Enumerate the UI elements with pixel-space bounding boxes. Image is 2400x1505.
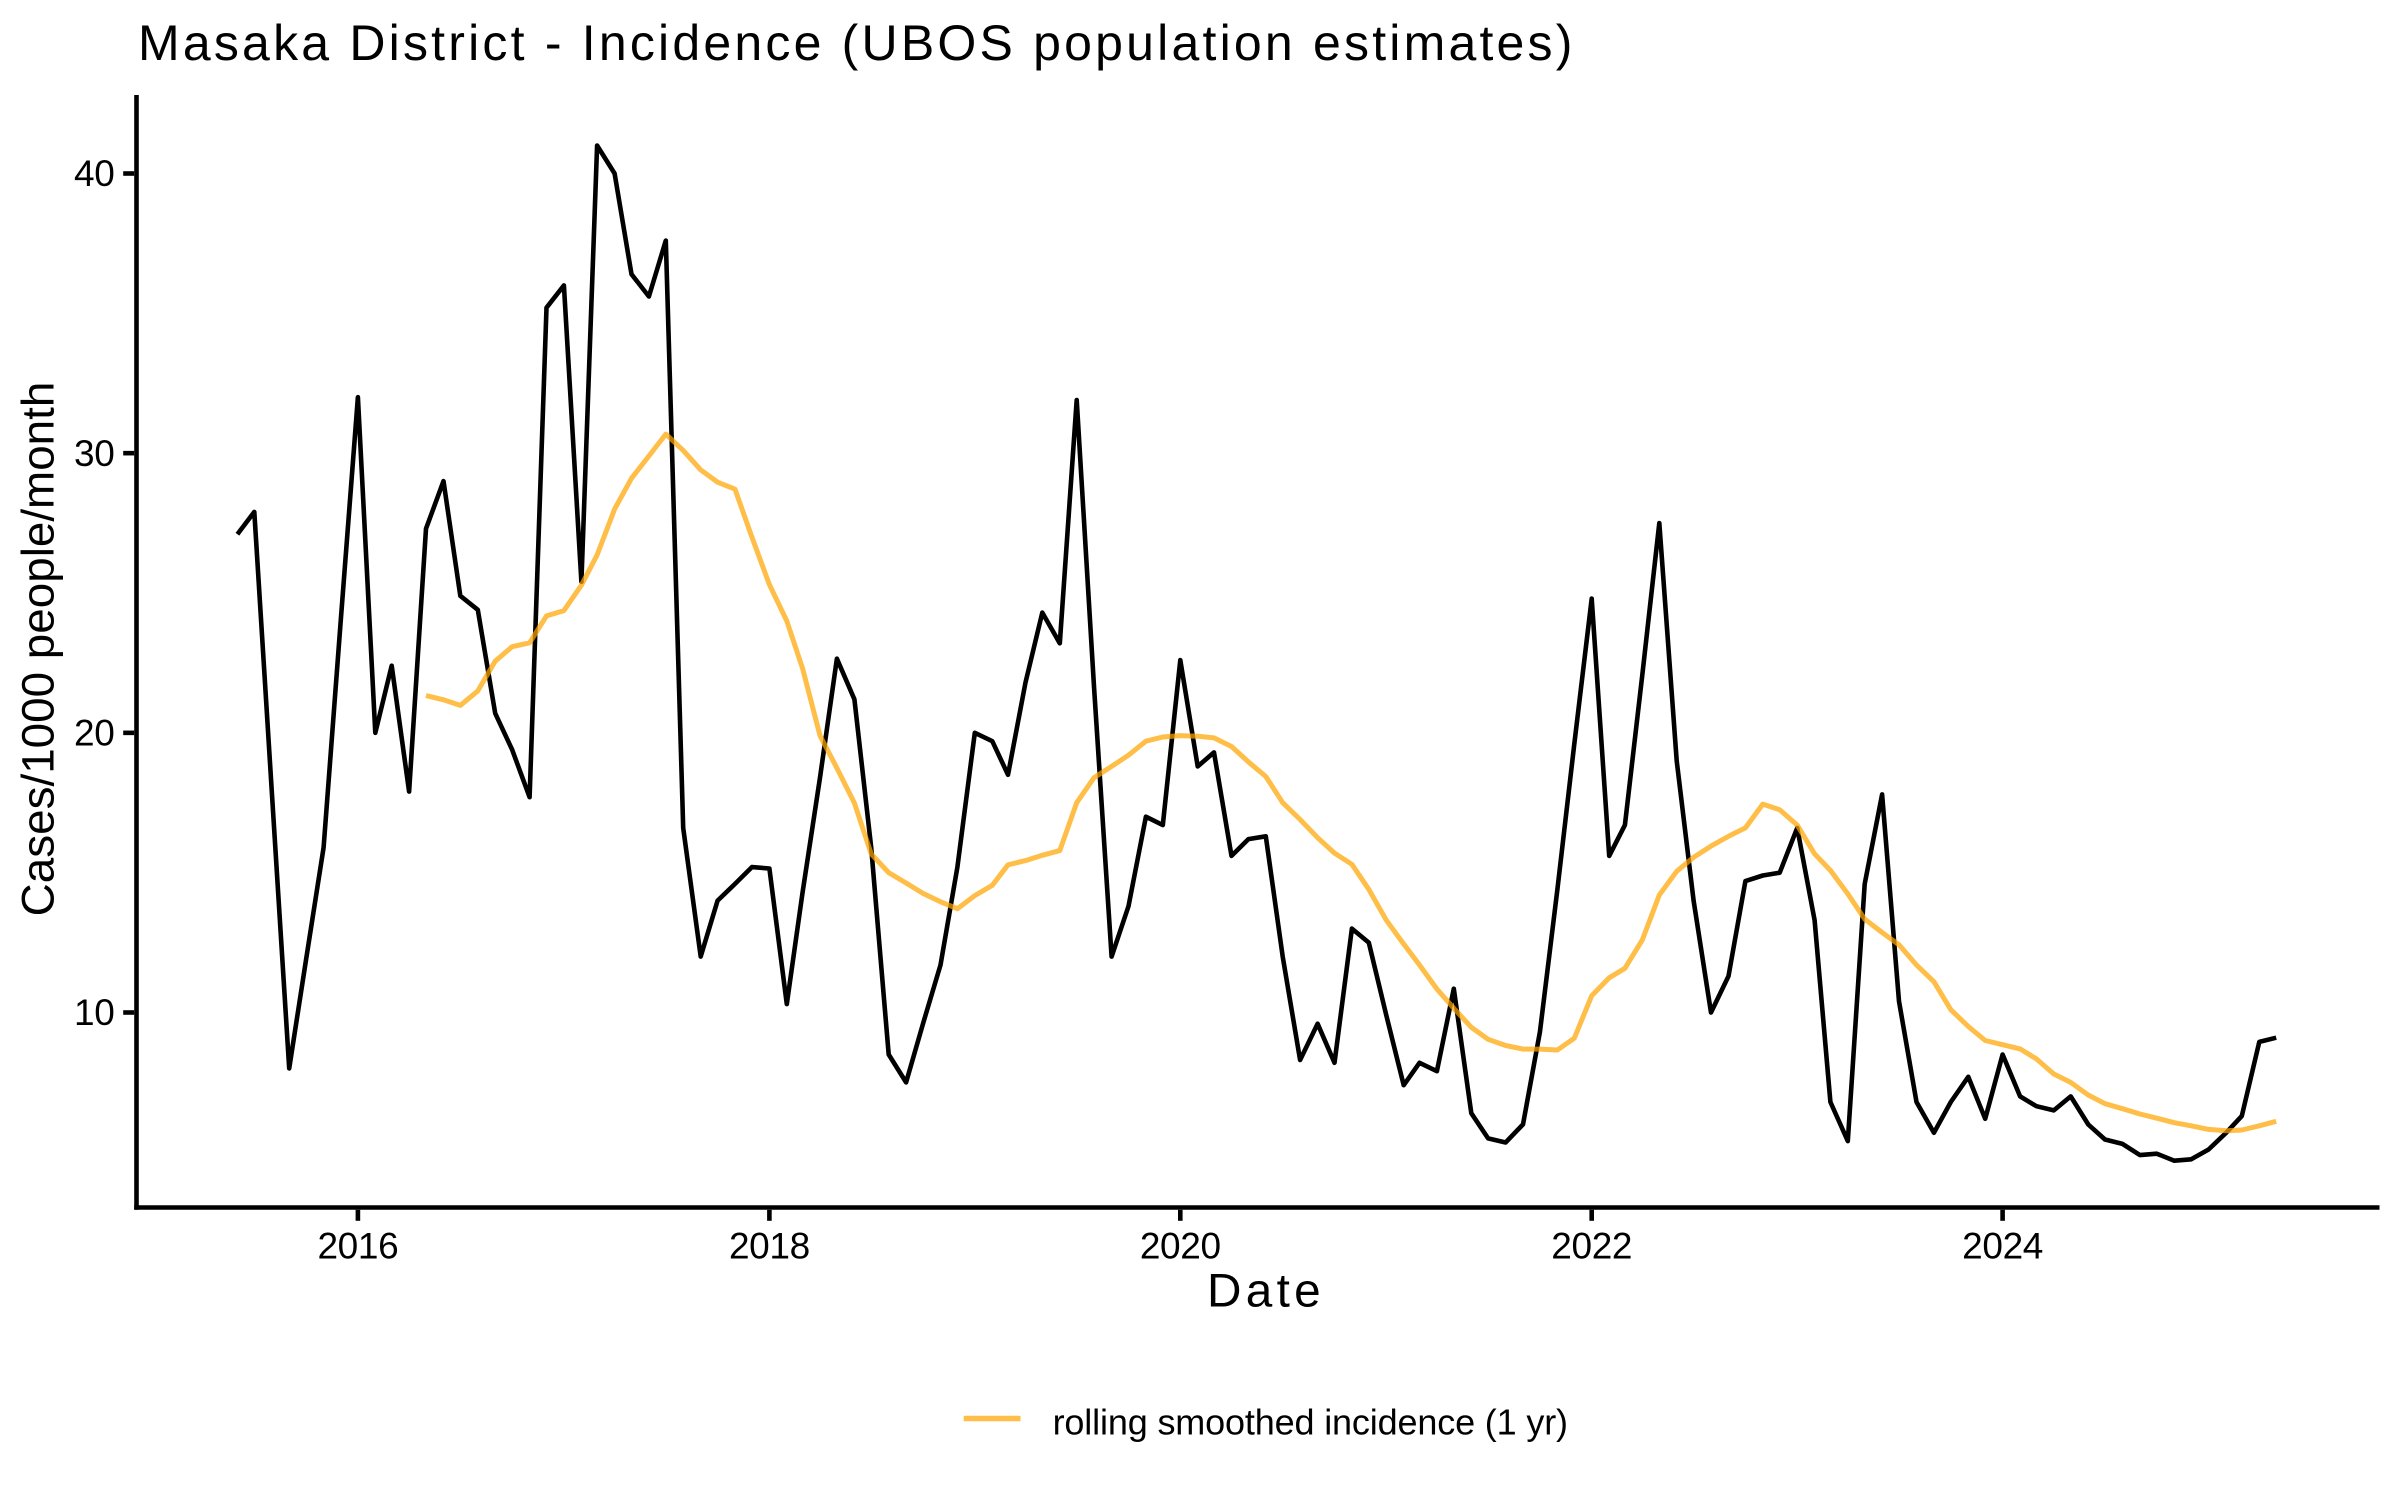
svg-text:10: 10 — [74, 992, 114, 1033]
svg-text:rolling smoothed incidence (1: rolling smoothed incidence (1 yr) — [1053, 1402, 1568, 1443]
svg-text:2022: 2022 — [1551, 1225, 1632, 1266]
svg-text:20: 20 — [74, 713, 114, 754]
svg-text:2020: 2020 — [1140, 1225, 1221, 1266]
svg-text:30: 30 — [74, 433, 114, 474]
svg-text:Date: Date — [1207, 1265, 1325, 1318]
svg-text:Cases/1000 people/month: Cases/1000 people/month — [13, 382, 64, 917]
svg-text:2018: 2018 — [729, 1225, 810, 1266]
svg-text:2024: 2024 — [1962, 1225, 2043, 1266]
svg-text:40: 40 — [74, 153, 114, 194]
svg-text:Masaka District - Incidence (U: Masaka District - Incidence (UBOS popula… — [138, 15, 1576, 71]
svg-text:2016: 2016 — [317, 1225, 398, 1266]
